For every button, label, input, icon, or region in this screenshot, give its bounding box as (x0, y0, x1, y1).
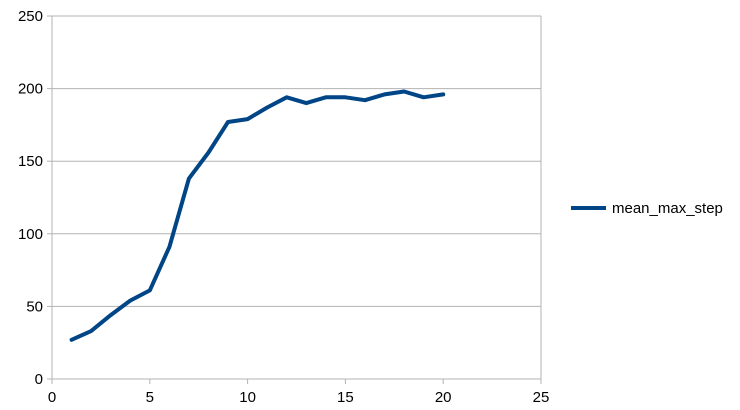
series-line-mean_max_step (69, 89, 446, 342)
series-lines (69, 89, 446, 342)
data-point (325, 96, 327, 98)
x-tick-label: 0 (48, 389, 56, 406)
data-point (384, 93, 386, 95)
data-point (110, 314, 112, 316)
y-tick-label: 50 (26, 298, 43, 315)
data-point (227, 121, 229, 123)
y-tick-label: 200 (18, 81, 43, 98)
data-point (344, 96, 346, 98)
gridlines (52, 15, 542, 380)
data-point (149, 289, 151, 291)
data-point (403, 91, 405, 93)
legend-label: mean_max_step (612, 200, 723, 217)
x-tick-label: 15 (337, 389, 354, 406)
data-point (423, 96, 425, 98)
x-tick-label: 10 (239, 389, 256, 406)
data-point (188, 178, 190, 180)
x-tick-label: 20 (435, 389, 452, 406)
x-tick-label: 5 (146, 389, 154, 406)
data-point (305, 102, 307, 104)
y-tick-label: 250 (18, 8, 43, 25)
data-point (207, 151, 209, 153)
y-tick-label: 150 (18, 153, 43, 170)
data-point (129, 300, 131, 302)
data-point (71, 339, 73, 341)
data-point (364, 99, 366, 101)
data-point (442, 93, 444, 95)
legend: mean_max_step (571, 200, 723, 217)
axes: 0 50 100 150 200 250 0 5 10 15 20 25 (18, 8, 549, 406)
data-point (168, 246, 170, 248)
data-point (90, 330, 92, 332)
y-tick-label: 0 (35, 371, 43, 388)
data-point (286, 96, 288, 98)
x-tick-label: 25 (533, 389, 550, 406)
data-point (266, 106, 268, 108)
y-tick-label: 100 (18, 226, 43, 243)
data-point (247, 118, 249, 120)
